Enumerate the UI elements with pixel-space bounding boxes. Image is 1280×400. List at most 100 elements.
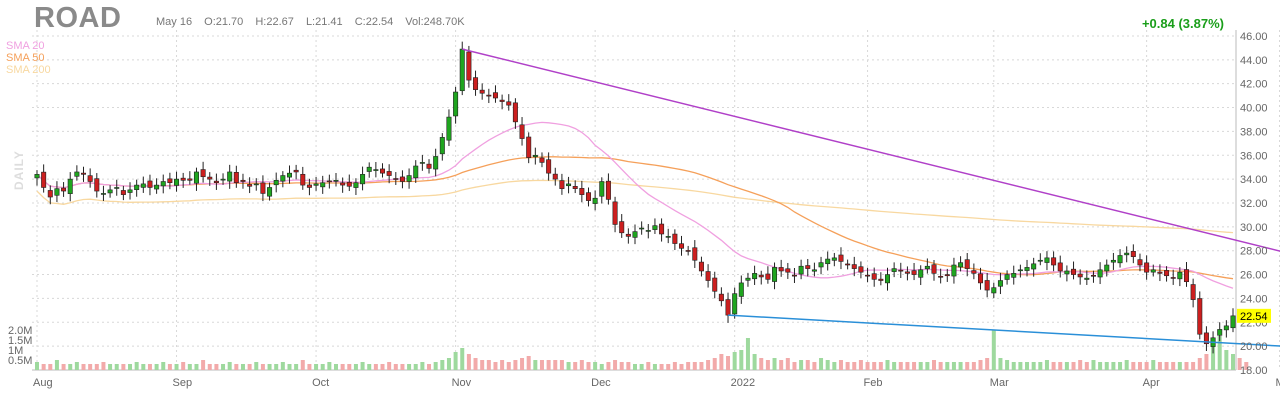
price-tick-label: 40.00 — [1240, 103, 1268, 115]
candle-body — [1024, 267, 1030, 271]
volume-bar — [353, 364, 358, 370]
candle-body — [645, 230, 651, 232]
candle-body — [712, 277, 718, 292]
candle-body — [506, 101, 512, 106]
candle-body — [140, 183, 146, 188]
volume-bar — [726, 356, 731, 370]
candle-body — [831, 257, 837, 261]
open-value: O:21.70 — [204, 16, 244, 28]
sma200-line — [36, 179, 1234, 234]
volume-bar — [486, 360, 491, 370]
candle-body — [87, 175, 93, 182]
candle-body — [227, 171, 233, 182]
candle-body — [353, 182, 359, 188]
candle-body — [605, 180, 611, 200]
candle-body — [1004, 274, 1010, 280]
candle-body — [193, 171, 199, 184]
candle-body — [772, 267, 778, 282]
candle-body — [213, 180, 219, 184]
candle-body — [958, 262, 964, 268]
trendline-support — [727, 314, 1280, 347]
volume-bar — [480, 360, 485, 370]
candle-body — [838, 254, 844, 262]
candle-body — [459, 48, 465, 92]
volume-bar — [878, 362, 883, 370]
candle-body — [997, 280, 1003, 287]
volume-bar — [772, 358, 777, 370]
volume-bar — [978, 360, 983, 370]
volume-bar — [1011, 362, 1016, 370]
candle-body — [971, 270, 977, 274]
candle-body — [160, 181, 166, 187]
candle-body — [247, 184, 253, 187]
legend-sma200[interactable]: SMA 200 — [6, 64, 51, 76]
volume-bar — [526, 356, 531, 370]
volume-bar — [1118, 362, 1123, 370]
volume-bar — [1204, 354, 1209, 370]
candle-body — [446, 116, 452, 141]
candle-body — [652, 225, 658, 230]
candle-body — [1097, 269, 1103, 278]
candle-body — [134, 184, 140, 190]
candle-body — [592, 197, 598, 204]
volume-bar — [41, 364, 46, 370]
price-tick-label: 36.00 — [1240, 150, 1268, 162]
candle-body — [1051, 257, 1057, 266]
volume-bar — [1184, 362, 1189, 370]
candle-body — [1071, 268, 1077, 275]
candle-body — [1150, 269, 1156, 273]
candle-body — [931, 264, 937, 274]
candle-body — [665, 236, 671, 238]
volume-bar — [400, 364, 405, 370]
volume-bar — [54, 360, 59, 370]
volume-bar — [466, 354, 471, 370]
candle-body — [891, 268, 897, 272]
volume-bar — [639, 364, 644, 370]
legend-sma20[interactable]: SMA 20 — [6, 40, 45, 52]
volume-bar — [1244, 362, 1249, 370]
candle-body — [200, 169, 206, 178]
volume-bar — [566, 362, 571, 370]
volume-bar — [1005, 360, 1010, 370]
candle-body — [811, 269, 817, 272]
volume-bar — [121, 364, 126, 370]
volume-bar — [201, 360, 206, 370]
candle-body — [1117, 255, 1123, 264]
volume-bar — [254, 362, 259, 370]
volume-bar — [1084, 362, 1089, 370]
candle-body — [964, 259, 970, 269]
volume-bar — [513, 360, 518, 370]
candle-body — [187, 178, 193, 181]
volume-bar — [932, 360, 936, 370]
volume-bar — [692, 362, 697, 370]
candle-body — [639, 227, 645, 230]
price-tick-label: 30.00 — [1240, 222, 1268, 234]
candle-body — [579, 188, 585, 195]
candle-body — [473, 77, 479, 90]
ohlc-readout: May 16 O:21.70 H:22.67 L:21.41 C:22.54 V… — [156, 16, 474, 28]
volume-bar — [114, 364, 119, 370]
price-tick-label: 38.00 — [1240, 126, 1268, 138]
volume-bar — [892, 362, 897, 370]
volume-bar — [905, 362, 910, 370]
candle-body — [818, 262, 824, 268]
candle-body — [486, 94, 492, 97]
price-tick-label: 24.00 — [1240, 293, 1268, 305]
volume-bar — [938, 362, 943, 370]
candle-body — [984, 280, 990, 291]
candle-body — [725, 299, 731, 316]
legend-sma50[interactable]: SMA 50 — [6, 52, 45, 64]
candle-body — [207, 176, 213, 180]
candle-body — [380, 168, 386, 174]
candle-body — [944, 274, 950, 277]
volume-bar — [161, 362, 166, 370]
volume-bar — [314, 364, 319, 370]
volume-bar — [652, 364, 657, 370]
candle-body — [566, 183, 572, 187]
volume-bar — [686, 362, 691, 370]
candle-body — [738, 282, 744, 297]
price-change: +0.84 (3.87%) — [1141, 16, 1224, 31]
volume-bar — [320, 364, 325, 370]
candle-body — [865, 274, 871, 277]
